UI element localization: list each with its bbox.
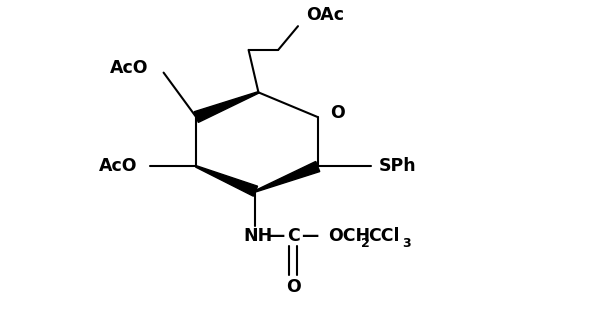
Text: SPh: SPh (379, 157, 416, 175)
Text: O: O (331, 104, 345, 122)
Text: O: O (286, 278, 301, 296)
Text: AcO: AcO (99, 157, 138, 175)
Text: AcO: AcO (110, 59, 148, 77)
Polygon shape (196, 166, 258, 196)
Text: —: — (267, 227, 284, 245)
Text: OCH: OCH (328, 227, 369, 245)
Text: —: — (301, 227, 318, 245)
Text: C: C (287, 227, 299, 245)
Polygon shape (255, 161, 320, 192)
Text: 3: 3 (402, 237, 410, 250)
Text: OAc: OAc (306, 6, 344, 24)
Polygon shape (194, 92, 259, 122)
Text: 2: 2 (361, 237, 370, 250)
Text: NH: NH (244, 227, 273, 245)
Text: CCl: CCl (368, 227, 400, 245)
